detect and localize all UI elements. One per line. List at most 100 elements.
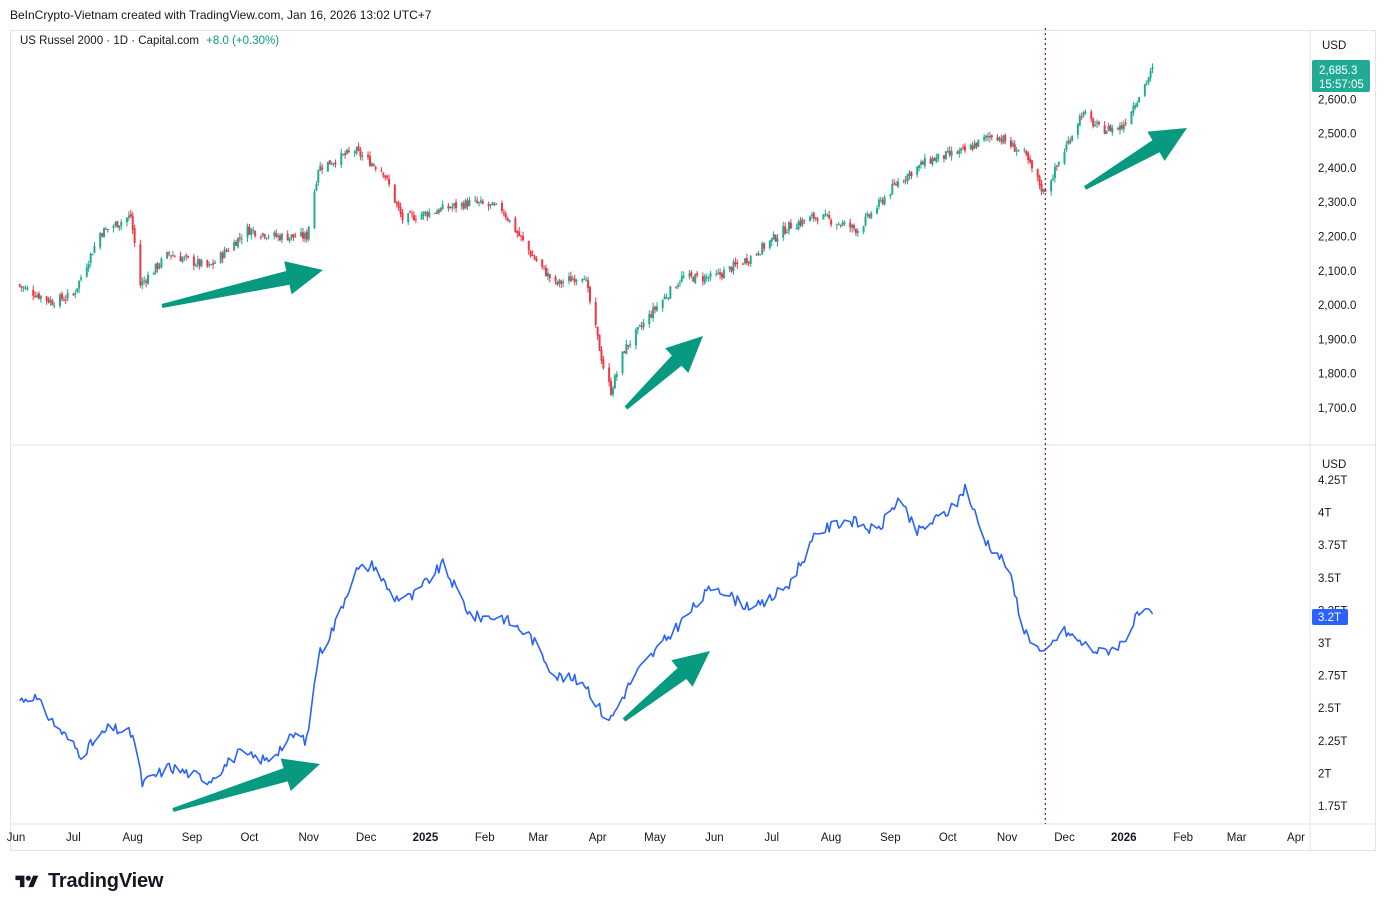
candle-body [849, 222, 852, 228]
candle-body [426, 212, 429, 217]
last-value-badges: 2,685.3 15:57:05 3.2T [1312, 60, 1370, 625]
candle-body [160, 258, 163, 267]
candle-body [370, 163, 373, 167]
candle-body [435, 211, 438, 214]
price-axis-tick-label: 2,100.0 [1318, 266, 1356, 278]
candle-body [87, 264, 90, 269]
candle-body [675, 287, 678, 289]
time-axis: Jun Jul Aug Sep Oct Nov Dec 2025 Feb Mar Apr May Jun… [7, 832, 1305, 844]
candle-body [219, 252, 222, 263]
candle-body [822, 214, 825, 220]
candle-body [36, 295, 39, 298]
candle-body [478, 201, 481, 203]
candle-body [196, 259, 199, 265]
candle-body [623, 351, 626, 353]
chart-credit: BeInCrypto-Vietnam created with TradingV… [10, 8, 432, 22]
candle-body [588, 286, 591, 302]
price-axis-tick-label: 2,500.0 [1318, 129, 1356, 141]
candle-body [937, 153, 940, 159]
candle-body [213, 262, 216, 264]
time-axis-label: Nov [299, 832, 320, 844]
candle-body [328, 160, 331, 165]
candle-body [112, 226, 115, 229]
candle-body [290, 234, 293, 239]
candle-body [340, 152, 343, 165]
candle-body [971, 145, 974, 150]
candle-body [763, 243, 766, 249]
candle-body [173, 256, 176, 258]
candle-body [960, 148, 963, 151]
time-axis-label: Mar [528, 832, 548, 844]
candle-body [1105, 130, 1108, 135]
candle-body [703, 276, 706, 283]
candle-body [642, 322, 645, 328]
candle-body [246, 226, 249, 238]
candle-body [449, 207, 452, 209]
candle-body [1092, 118, 1095, 127]
candle-body [977, 139, 980, 146]
time-axis-label: Dec [356, 832, 377, 844]
line-series [19, 483, 1154, 788]
candle-body [103, 228, 106, 238]
candle-body [690, 272, 693, 276]
tradingview-logo: TradingView [12, 870, 163, 893]
candle-body [481, 201, 484, 204]
value-axis-currency: USD [1322, 459, 1346, 471]
candle-body [1029, 158, 1032, 162]
candle-body [843, 222, 846, 225]
candle-body [300, 232, 303, 237]
candle-body [1071, 135, 1074, 142]
candle-body [638, 325, 641, 327]
candle-body [166, 251, 169, 259]
candle-body [1111, 127, 1114, 133]
candle-body [615, 373, 618, 378]
candle-body [1109, 125, 1112, 132]
candle-body [571, 278, 574, 281]
candle-body [719, 272, 722, 275]
price-change: +8.0 (+0.30%) [206, 35, 280, 47]
value-axis-tick-label: 1.75T [1318, 801, 1347, 813]
price-axis-tick-label: 2,000.0 [1318, 300, 1356, 312]
candle-body [305, 231, 308, 240]
candle-body [734, 261, 737, 265]
candle-body [372, 164, 375, 166]
candle-body [875, 208, 878, 214]
candle-body [120, 221, 123, 226]
candle-body [24, 287, 27, 289]
candle-body [355, 147, 358, 154]
candle-body [749, 256, 752, 264]
candle-body [983, 136, 986, 141]
candle-body [47, 299, 50, 303]
candle-body [493, 203, 496, 205]
candle-body [541, 259, 544, 267]
candle-body [973, 143, 976, 149]
candle-body [562, 281, 565, 283]
candle-body [357, 146, 360, 151]
candle-body [504, 213, 507, 218]
candle-body [904, 179, 907, 181]
candle-body [747, 262, 750, 264]
time-axis-label: Mar [1227, 832, 1247, 844]
candle-body [89, 253, 92, 263]
candle-body [1118, 125, 1121, 130]
candle-body [870, 212, 873, 218]
candle-body [709, 273, 712, 278]
candle-body [921, 162, 924, 165]
candle-body [395, 202, 398, 204]
time-axis-label: May [644, 832, 666, 844]
candle-body [814, 217, 817, 220]
time-axis-label: Feb [1173, 832, 1193, 844]
candle-body [730, 267, 733, 272]
candle-body [169, 255, 172, 257]
candle-body [883, 197, 886, 205]
candle-body [761, 243, 764, 255]
candle-body [412, 215, 415, 221]
candle-body [757, 252, 760, 255]
candle-body [533, 255, 536, 260]
candle-body [453, 203, 456, 207]
candle-body [104, 228, 107, 230]
candle-body [154, 263, 157, 273]
candle-body [906, 174, 909, 182]
candle-body [263, 234, 266, 238]
candle-body [655, 306, 658, 311]
